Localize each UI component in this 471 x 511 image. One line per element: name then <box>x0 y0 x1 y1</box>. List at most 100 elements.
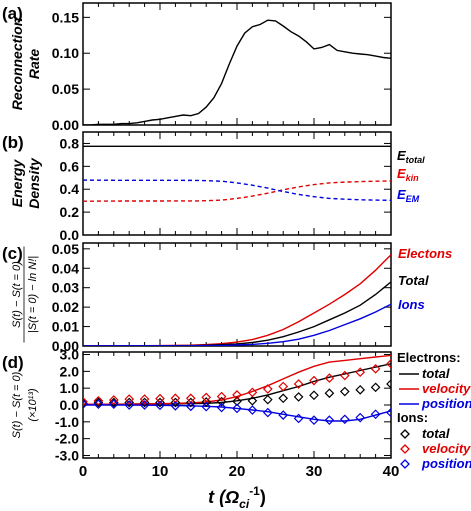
panel-label: (d) <box>2 353 24 372</box>
y-axis-label: Reconnection Rate <box>9 18 42 111</box>
marker-ions-velocity <box>155 393 165 404</box>
y-axis-label-numerator: S(t) − S(t = 0) <box>11 261 23 328</box>
x-tick-label: 40 <box>383 463 400 480</box>
marker-ions-position <box>139 400 150 410</box>
y-tick-label: 0.0 <box>60 227 80 243</box>
y-axis-label: S(t) − S(t = 0) |S(t = 0) − ln N!| <box>11 246 39 343</box>
y-axis-label-line2: Density <box>26 157 42 209</box>
marker-ions-velocity <box>216 391 227 402</box>
panel-label: (c) <box>2 244 23 263</box>
marker-ions-velocity <box>139 394 150 404</box>
panel-label: (a) <box>2 4 23 23</box>
marker-ions-position <box>201 401 212 412</box>
marker-ions-position <box>185 401 196 412</box>
marker-ions-position <box>247 405 258 415</box>
marker-ions-position <box>170 400 181 411</box>
marker-ions-total <box>93 397 104 408</box>
plot-frame <box>82 2 392 126</box>
marker-ions-total <box>247 395 258 406</box>
legend-ions: Ions <box>398 297 425 312</box>
legend-electons: Electons <box>398 246 452 261</box>
marker-ions-position <box>83 399 88 410</box>
marker-ions-total <box>278 393 289 404</box>
marker-ions-velocity <box>386 358 391 369</box>
y-tick-label: 0.00 <box>52 338 79 354</box>
marker-ions-velocity <box>262 384 273 394</box>
legend-header-electrons: Electrons: <box>397 350 461 365</box>
legend-label-electrons-velocity: velocity <box>422 381 471 396</box>
legend-energy-kin: Ekin <box>397 166 419 183</box>
marker-ions-position <box>309 415 319 425</box>
y-tick-label: 0.00 <box>52 117 79 133</box>
x-axis-label-close: ) <box>260 487 266 507</box>
marker-ions-total <box>324 388 335 399</box>
data-layer <box>83 354 391 425</box>
legend-subscript: kin <box>406 173 420 183</box>
legend-marker-ions-velocity <box>400 444 410 454</box>
y-tick-label: 0.4 <box>60 181 80 197</box>
marker-ions-total <box>170 397 181 408</box>
marker-ions-total <box>155 397 165 408</box>
y-axis-label: Energy Density <box>9 157 42 209</box>
marker-ions-position <box>355 412 366 423</box>
y-tick-label: 0.02 <box>52 299 79 315</box>
y-tick-label: 0.10 <box>52 45 79 61</box>
y-tick-label: -2.0 <box>55 431 79 447</box>
y-axis-label-line2: Rate <box>26 49 42 80</box>
x-axis-label-main: t (Ω <box>208 487 239 507</box>
marker-ions-total <box>355 385 366 395</box>
marker-ions-velocity <box>370 363 381 374</box>
marker-ions-position <box>324 415 335 425</box>
marker-ions-position <box>262 407 273 418</box>
y-axis-label-denominator: (×10¹³) <box>27 388 39 422</box>
data-layer <box>83 145 391 202</box>
marker-ions-velocity <box>355 367 366 378</box>
legend-label-ions-position: position <box>421 456 471 471</box>
marker-ions-total <box>185 397 196 408</box>
data-layer <box>83 19 391 125</box>
marker-ions-velocity <box>247 387 258 398</box>
legend-marker-ions-position <box>400 459 410 469</box>
marker-ions-total <box>262 394 273 405</box>
marker-ions-position <box>370 409 381 420</box>
marker-ions-position <box>278 410 289 420</box>
marker-ions-velocity <box>93 395 104 406</box>
panel-label: (b) <box>2 133 24 152</box>
panel-3: (d) -3.0-2.0-1.00.01.02.03.0 S(t) − S(t = … <box>2 347 392 463</box>
series-line-rate <box>83 19 391 125</box>
marker-ions-position <box>232 403 242 414</box>
legend-symbol: E <box>397 166 406 181</box>
marker-ions-velocity <box>83 396 88 407</box>
marker-ions-total <box>339 386 350 397</box>
y-tick-label: -1.0 <box>55 414 79 430</box>
legend-header-ions: Ions: <box>397 410 428 425</box>
y-tick-label: 2.0 <box>60 363 80 379</box>
marker-ions-position <box>108 399 119 410</box>
marker-ions-velocity <box>232 390 242 400</box>
marker-ions-velocity <box>124 394 135 404</box>
marker-ions-total <box>370 382 381 393</box>
marker-ions-velocity <box>201 392 212 403</box>
marker-ions-position <box>155 400 165 411</box>
y-tick-label: 0.6 <box>60 158 80 174</box>
legend-symbol: E <box>397 187 406 202</box>
panel-2: (c) 0.00 0.01 0.02 0.03 0.04 0.05 S(t) − S(t = … <box>2 241 392 354</box>
y-tick-label: -3.0 <box>55 447 79 463</box>
y-axis-label-line1: Reconnection <box>9 18 25 111</box>
legend-label-ions-total: total <box>422 426 450 441</box>
y-tick-label: 0.15 <box>52 9 79 25</box>
series-line-e <box>83 180 391 202</box>
panel-0: (a) 0.00 0.05 0.10 0.15 Reconnection Rate <box>2 2 392 133</box>
y-tick-label: 0.2 <box>60 204 80 220</box>
marker-ions-velocity <box>324 373 335 383</box>
y-tick-label: 0.8 <box>60 135 80 151</box>
x-tick-label: 0 <box>79 463 87 480</box>
data-layer <box>83 254 391 346</box>
series-line-electons <box>83 254 391 346</box>
y-tick-label: 3.0 <box>60 347 80 363</box>
series-line-total <box>83 281 391 346</box>
x-axis-label: t (Ωci-1) <box>208 484 266 511</box>
y-tick-label: 0.04 <box>52 260 79 276</box>
series-line-electrons-position <box>83 404 391 422</box>
x-tick-label: 30 <box>306 463 323 480</box>
